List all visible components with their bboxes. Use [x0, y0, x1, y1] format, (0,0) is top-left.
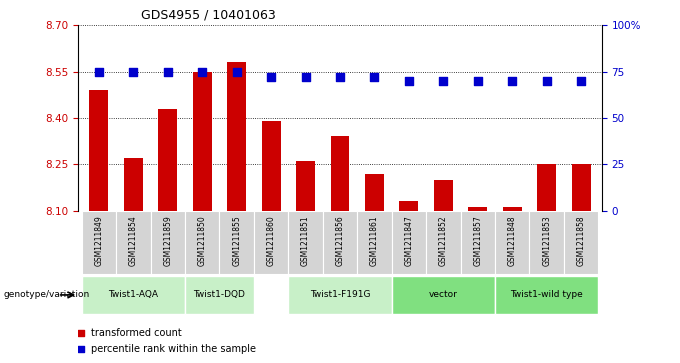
Point: [369, 74, 380, 80]
Bar: [330, 136, 350, 211]
Bar: [82, 276, 185, 314]
Text: GSM1211854: GSM1211854: [129, 216, 138, 266]
Text: GSM1211848: GSM1211848: [508, 216, 517, 266]
Bar: [323, 211, 357, 274]
Bar: [185, 211, 220, 274]
Point: [473, 78, 483, 84]
Text: GSM1211860: GSM1211860: [267, 216, 275, 266]
Text: genotype/variation: genotype/variation: [3, 290, 90, 299]
Bar: [116, 211, 150, 274]
Bar: [150, 211, 185, 274]
Bar: [124, 158, 143, 211]
Text: GSM1211856: GSM1211856: [335, 216, 345, 266]
Bar: [288, 211, 323, 274]
Text: Twist1-AQA: Twist1-AQA: [108, 290, 158, 299]
Bar: [288, 276, 392, 314]
Bar: [262, 121, 281, 211]
Bar: [220, 211, 254, 274]
Bar: [537, 164, 556, 211]
Bar: [192, 72, 211, 211]
Point: [300, 74, 311, 80]
Text: GSM1211855: GSM1211855: [232, 216, 241, 266]
Bar: [426, 211, 460, 274]
Text: GSM1211851: GSM1211851: [301, 216, 310, 266]
Point: [266, 74, 277, 80]
Point: [231, 69, 242, 75]
Point: [163, 69, 173, 75]
Bar: [185, 276, 254, 314]
Point: [335, 74, 345, 80]
Point: [227, 246, 239, 252]
Point: [576, 78, 587, 84]
Bar: [296, 161, 315, 211]
Bar: [572, 164, 591, 211]
Bar: [530, 211, 564, 274]
Text: percentile rank within the sample: percentile rank within the sample: [91, 344, 256, 354]
Point: [93, 69, 104, 75]
Text: GSM1211852: GSM1211852: [439, 216, 448, 266]
Bar: [227, 62, 246, 211]
Bar: [392, 276, 495, 314]
Bar: [357, 211, 392, 274]
Text: Twist1-F191G: Twist1-F191G: [310, 290, 370, 299]
Bar: [564, 211, 598, 274]
Point: [227, 101, 239, 106]
Bar: [503, 208, 522, 211]
Text: GSM1211849: GSM1211849: [95, 216, 103, 266]
Bar: [254, 211, 288, 274]
Text: transformed count: transformed count: [91, 328, 182, 338]
Text: vector: vector: [429, 290, 458, 299]
Bar: [392, 211, 426, 274]
Text: GSM1211850: GSM1211850: [198, 216, 207, 266]
Text: GDS4955 / 10401063: GDS4955 / 10401063: [141, 8, 276, 21]
Text: GSM1211858: GSM1211858: [577, 216, 585, 266]
Bar: [495, 276, 598, 314]
Point: [128, 69, 139, 75]
Text: GSM1211853: GSM1211853: [542, 216, 551, 266]
Bar: [469, 208, 488, 211]
Point: [541, 78, 552, 84]
Text: GSM1211859: GSM1211859: [163, 216, 172, 266]
Bar: [495, 211, 530, 274]
Point: [403, 78, 414, 84]
Point: [197, 69, 207, 75]
Bar: [434, 180, 453, 211]
Text: GSM1211847: GSM1211847: [405, 216, 413, 266]
Bar: [365, 174, 384, 211]
Text: GSM1211861: GSM1211861: [370, 216, 379, 266]
Bar: [89, 90, 108, 211]
Text: Twist1-wild type: Twist1-wild type: [510, 290, 583, 299]
Bar: [158, 109, 177, 211]
Point: [438, 78, 449, 84]
Bar: [399, 201, 418, 211]
Text: GSM1211857: GSM1211857: [473, 216, 482, 266]
Bar: [82, 211, 116, 274]
Point: [507, 78, 517, 84]
Bar: [460, 211, 495, 274]
Text: Twist1-DQD: Twist1-DQD: [194, 290, 245, 299]
